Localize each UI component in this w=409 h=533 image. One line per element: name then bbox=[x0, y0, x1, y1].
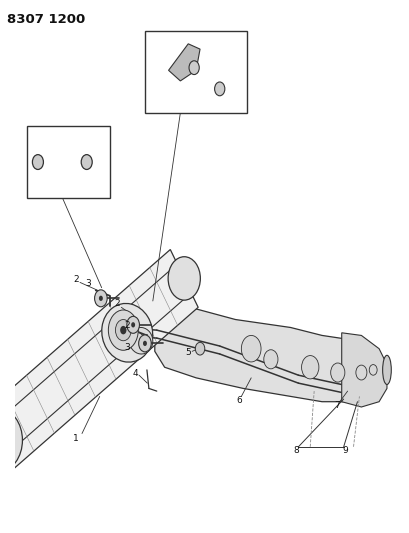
Polygon shape bbox=[168, 44, 200, 81]
Circle shape bbox=[263, 350, 277, 369]
Circle shape bbox=[94, 290, 107, 307]
Ellipse shape bbox=[101, 303, 152, 362]
Text: 6: 6 bbox=[236, 395, 242, 405]
Polygon shape bbox=[341, 333, 386, 407]
Circle shape bbox=[195, 342, 204, 355]
Ellipse shape bbox=[382, 356, 390, 384]
Circle shape bbox=[126, 317, 139, 333]
Bar bbox=[145, 30, 247, 113]
Bar bbox=[27, 126, 109, 198]
Circle shape bbox=[355, 365, 366, 380]
Text: 2: 2 bbox=[73, 275, 79, 284]
Circle shape bbox=[189, 61, 199, 75]
Text: 13: 13 bbox=[153, 95, 163, 104]
Circle shape bbox=[168, 257, 200, 300]
Circle shape bbox=[131, 322, 135, 327]
Circle shape bbox=[99, 296, 103, 301]
Circle shape bbox=[241, 335, 261, 362]
Text: 10: 10 bbox=[57, 169, 67, 178]
Circle shape bbox=[138, 335, 151, 352]
Text: 3: 3 bbox=[124, 343, 130, 352]
Circle shape bbox=[143, 341, 146, 346]
Circle shape bbox=[120, 326, 126, 334]
Circle shape bbox=[81, 155, 92, 169]
Circle shape bbox=[0, 409, 22, 471]
Polygon shape bbox=[155, 309, 378, 402]
Circle shape bbox=[192, 66, 195, 70]
Text: 5: 5 bbox=[185, 349, 191, 358]
Circle shape bbox=[369, 365, 376, 375]
Text: 9: 9 bbox=[342, 446, 348, 455]
Circle shape bbox=[115, 319, 131, 341]
Text: 14: 14 bbox=[224, 53, 234, 62]
Text: 7: 7 bbox=[333, 401, 339, 410]
Circle shape bbox=[301, 356, 318, 379]
Text: 2: 2 bbox=[124, 321, 130, 330]
Circle shape bbox=[108, 310, 138, 350]
Text: 8307 1200: 8307 1200 bbox=[7, 13, 85, 27]
Circle shape bbox=[330, 363, 344, 382]
Text: 4: 4 bbox=[132, 369, 137, 378]
Text: 1: 1 bbox=[73, 434, 79, 443]
Circle shape bbox=[36, 159, 40, 165]
Circle shape bbox=[214, 82, 224, 96]
Ellipse shape bbox=[129, 327, 153, 354]
Text: 2: 2 bbox=[115, 299, 120, 308]
Circle shape bbox=[218, 87, 221, 91]
Circle shape bbox=[85, 159, 88, 165]
Text: 8: 8 bbox=[293, 446, 299, 455]
Polygon shape bbox=[0, 249, 198, 469]
Text: 11: 11 bbox=[63, 147, 72, 156]
Text: 12: 12 bbox=[35, 147, 45, 156]
Text: 3: 3 bbox=[85, 279, 90, 288]
Circle shape bbox=[32, 155, 43, 169]
